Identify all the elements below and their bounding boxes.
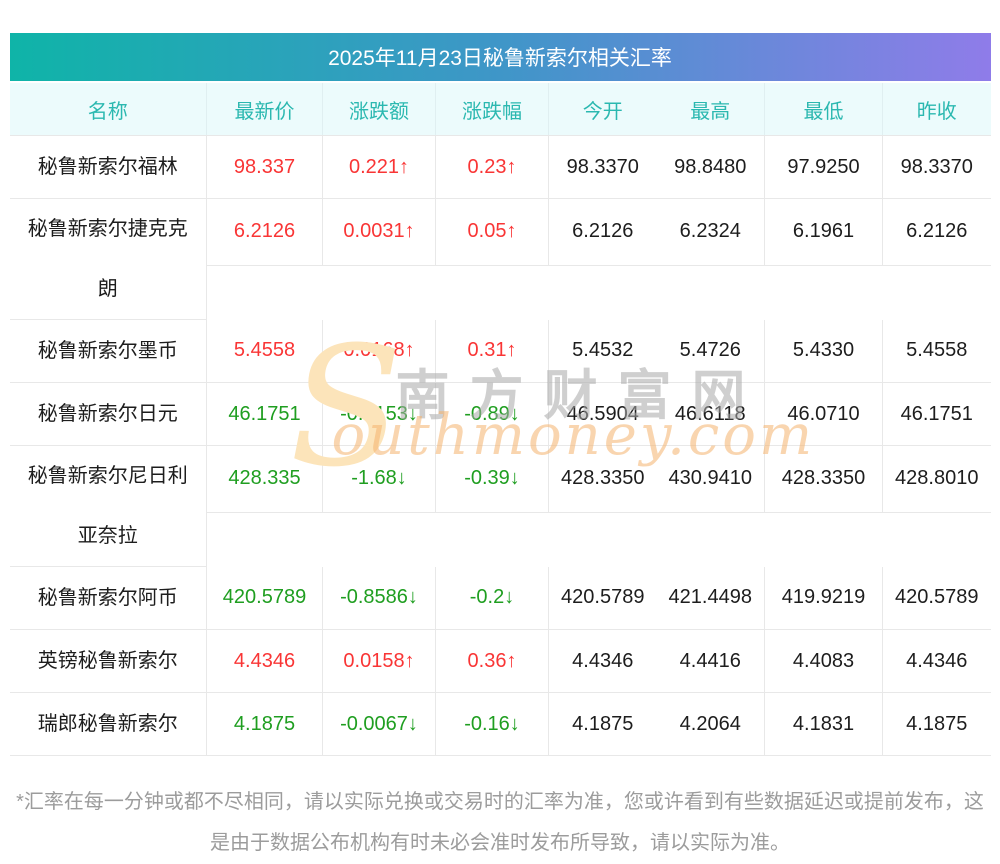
lowest-cell: 4.1831 bbox=[765, 693, 883, 756]
change-percent-cell: -0.2↓ bbox=[436, 567, 549, 630]
currency-pair-name: 秘鲁新索尔阿币 bbox=[10, 567, 207, 630]
latest-price-cell: 6.2126 bbox=[207, 199, 323, 266]
today-open-cell: 4.1875 bbox=[549, 693, 657, 756]
currency-pair-name: 秘鲁新索尔尼日利 亚奈拉 bbox=[10, 446, 207, 567]
prev-close-cell: 4.4346 bbox=[883, 630, 991, 693]
change-percent-cell: 0.05↑ bbox=[436, 199, 549, 266]
header-change-percent: 涨跌幅 bbox=[436, 83, 549, 136]
today-open-cell: 6.2126 bbox=[549, 199, 657, 266]
latest-price-cell: 4.4346 bbox=[207, 630, 323, 693]
latest-price-cell: 5.4558 bbox=[207, 320, 323, 383]
lowest-cell: 419.9219 bbox=[765, 567, 883, 630]
today-open-cell: 420.5789 bbox=[549, 567, 657, 630]
change-amount-cell: 0.0168↑ bbox=[323, 320, 436, 383]
header-lowest: 最低 bbox=[765, 83, 883, 136]
table-header-row: 名称 最新价 涨跌额 涨跌幅 今开 最高 最低 昨收 bbox=[10, 83, 991, 136]
highest-cell: 46.6118 bbox=[657, 383, 765, 446]
page-title: 2025年11月23日秘鲁新索尔相关汇率 bbox=[10, 33, 991, 81]
today-open-cell: 4.4346 bbox=[549, 630, 657, 693]
highest-cell: 4.4416 bbox=[657, 630, 765, 693]
prev-close-cell: 428.8010 bbox=[883, 446, 991, 513]
latest-price-cell: 98.337 bbox=[207, 136, 323, 199]
prev-close-cell: 5.4558 bbox=[883, 320, 991, 383]
lowest-cell: 97.9250 bbox=[765, 136, 883, 199]
change-amount-cell: -0.4153↓ bbox=[323, 383, 436, 446]
highest-cell: 98.8480 bbox=[657, 136, 765, 199]
change-percent-cell: -0.16↓ bbox=[436, 693, 549, 756]
lowest-cell: 428.3350 bbox=[765, 446, 883, 513]
lowest-cell: 4.4083 bbox=[765, 630, 883, 693]
latest-price-cell: 420.5789 bbox=[207, 567, 323, 630]
currency-pair-name: 瑞郎秘鲁新索尔 bbox=[10, 693, 207, 756]
header-change-amount: 涨跌额 bbox=[323, 83, 436, 136]
today-open-cell: 46.5904 bbox=[549, 383, 657, 446]
empty-spacer-cell bbox=[207, 265, 991, 319]
highest-cell: 4.2064 bbox=[657, 693, 765, 756]
change-amount-cell: 0.0158↑ bbox=[323, 630, 436, 693]
header-highest: 最高 bbox=[657, 83, 765, 136]
change-percent-cell: -0.39↓ bbox=[436, 446, 549, 513]
change-percent-cell: 0.36↑ bbox=[436, 630, 549, 693]
exchange-rate-page: 2025年11月23日秘鲁新索尔相关汇率 名称 最新价 涨跌额 涨跌幅 今开 最… bbox=[10, 33, 991, 864]
currency-pair-name: 秘鲁新索尔福林 bbox=[10, 136, 207, 199]
lowest-cell: 5.4330 bbox=[765, 320, 883, 383]
currency-pair-name: 秘鲁新索尔日元 bbox=[10, 383, 207, 446]
change-amount-cell: -1.68↓ bbox=[323, 446, 436, 513]
highest-cell: 5.4726 bbox=[657, 320, 765, 383]
lowest-cell: 6.1961 bbox=[765, 199, 883, 266]
today-open-cell: 428.3350 bbox=[549, 446, 657, 513]
change-amount-cell: 0.0031↑ bbox=[323, 199, 436, 266]
prev-close-cell: 6.2126 bbox=[883, 199, 991, 266]
header-latest-price: 最新价 bbox=[207, 83, 323, 136]
change-percent-cell: -0.89↓ bbox=[436, 383, 549, 446]
today-open-cell: 98.3370 bbox=[549, 136, 657, 199]
highest-cell: 6.2324 bbox=[657, 199, 765, 266]
change-amount-cell: -0.8586↓ bbox=[323, 567, 436, 630]
prev-close-cell: 4.1875 bbox=[883, 693, 991, 756]
currency-pair-name: 秘鲁新索尔捷克克 朗 bbox=[10, 199, 207, 320]
highest-cell: 430.9410 bbox=[657, 446, 765, 513]
currency-pair-name: 秘鲁新索尔墨币 bbox=[10, 320, 207, 383]
today-open-cell: 5.4532 bbox=[549, 320, 657, 383]
currency-pair-name: 英镑秘鲁新索尔 bbox=[10, 630, 207, 693]
latest-price-cell: 428.335 bbox=[207, 446, 323, 513]
highest-cell: 421.4498 bbox=[657, 567, 765, 630]
prev-close-cell: 98.3370 bbox=[883, 136, 991, 199]
disclaimer-text: *汇率在每一分钟或都不尽相同，请以实际兑换或交易时的汇率为准，您或许看到有些数据… bbox=[10, 782, 991, 864]
change-amount-cell: 0.221↑ bbox=[323, 136, 436, 199]
prev-close-cell: 420.5789 bbox=[883, 567, 991, 630]
change-amount-cell: -0.0067↓ bbox=[323, 693, 436, 756]
prev-close-cell: 46.1751 bbox=[883, 383, 991, 446]
header-today-open: 今开 bbox=[549, 83, 657, 136]
empty-spacer-cell bbox=[207, 512, 991, 566]
latest-price-cell: 4.1875 bbox=[207, 693, 323, 756]
change-percent-cell: 0.23↑ bbox=[436, 136, 549, 199]
latest-price-cell: 46.1751 bbox=[207, 383, 323, 446]
header-prev-close: 昨收 bbox=[883, 83, 991, 136]
change-percent-cell: 0.31↑ bbox=[436, 320, 549, 383]
lowest-cell: 46.0710 bbox=[765, 383, 883, 446]
header-name: 名称 bbox=[10, 83, 207, 136]
